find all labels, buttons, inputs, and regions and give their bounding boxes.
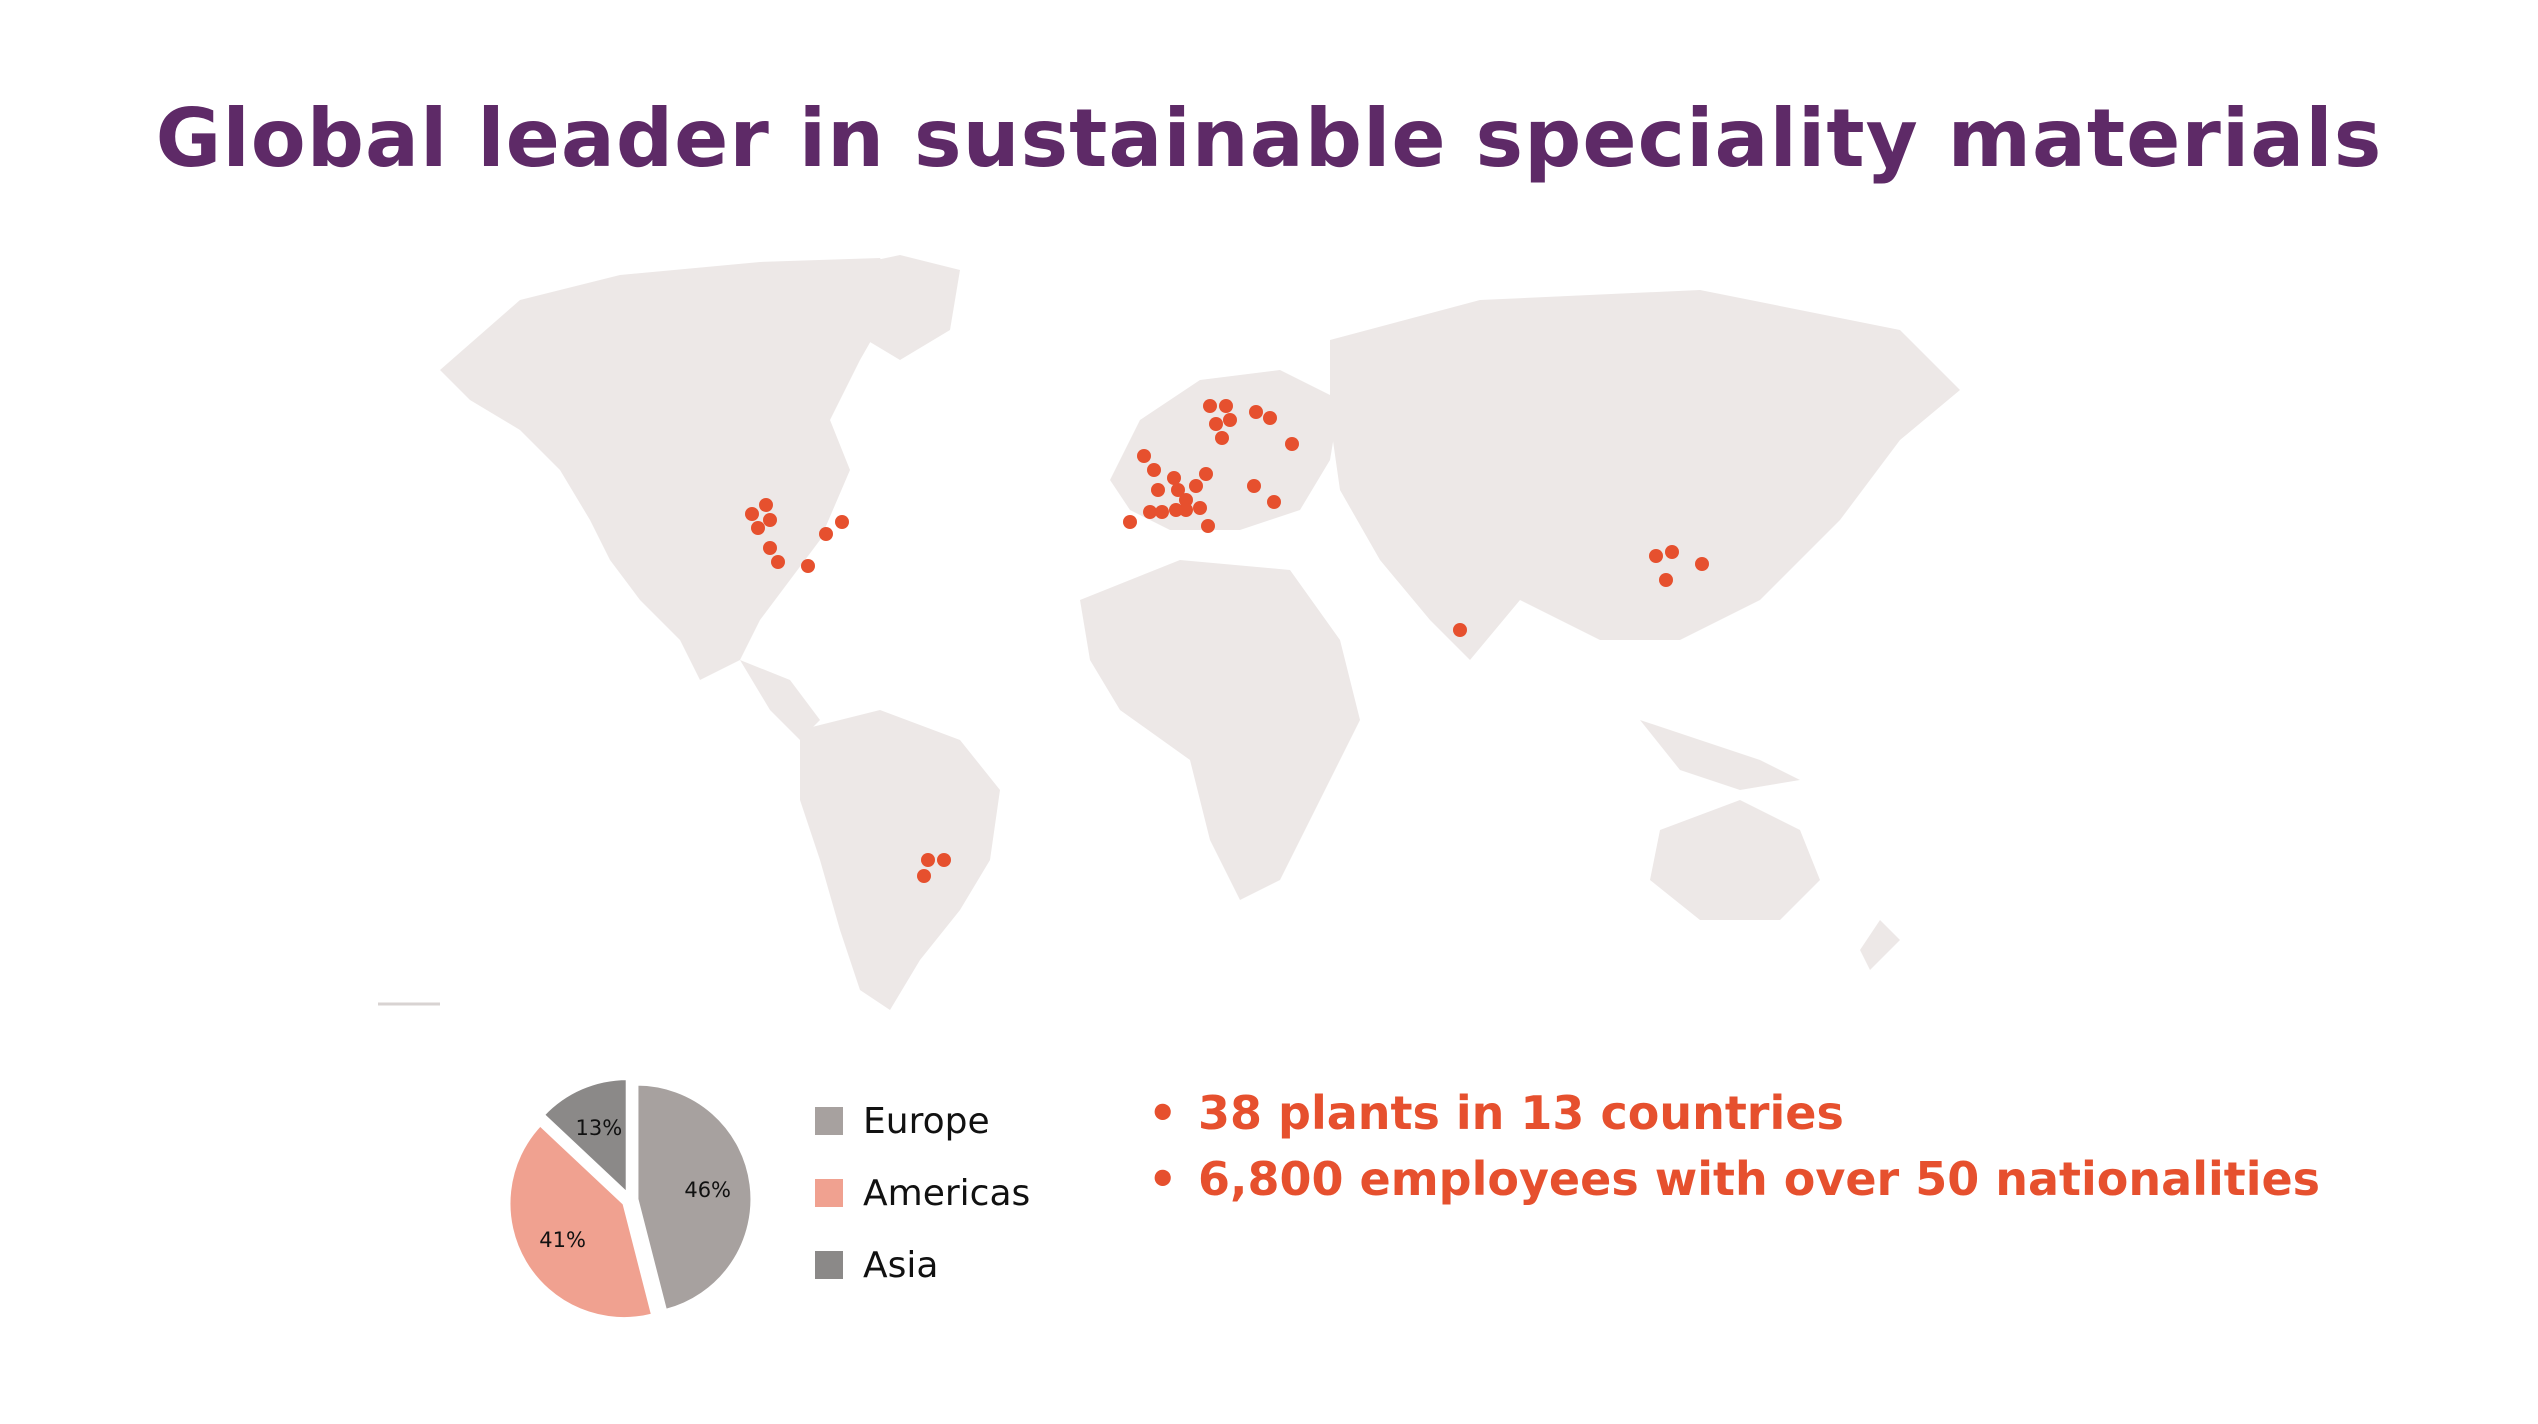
plant-marker — [917, 869, 931, 883]
legend-label-europe: Europe — [863, 1100, 990, 1142]
pie-labels: 46% 41% 13% — [539, 1116, 731, 1252]
plant-marker — [1203, 399, 1217, 413]
legend-label-americas: Americas — [863, 1172, 1031, 1214]
legend-item-americas: Americas — [815, 1157, 1030, 1229]
pie-label-americas: 41% — [539, 1228, 586, 1252]
plant-marker — [1189, 479, 1203, 493]
page-title: Global leader in sustainable speciality … — [155, 92, 2383, 185]
plant-marker — [1267, 495, 1281, 509]
plant-marker — [771, 555, 785, 569]
plant-marker — [937, 853, 951, 867]
plant-marker — [1169, 503, 1183, 517]
pie-legend: Europe Americas Asia — [815, 1085, 1030, 1301]
plant-marker — [1659, 573, 1673, 587]
plant-marker — [1285, 437, 1299, 451]
plant-marker — [763, 513, 777, 527]
plant-marker — [1219, 399, 1233, 413]
plant-marker — [1695, 557, 1709, 571]
plant-marker — [1147, 463, 1161, 477]
plant-marker — [1215, 431, 1229, 445]
pie-slice-asia — [541, 1077, 629, 1198]
plant-marker — [1179, 493, 1193, 507]
plant-marker — [1199, 467, 1213, 481]
plant-marker — [745, 507, 759, 521]
legend-swatch-europe — [815, 1107, 843, 1135]
legend-item-europe: Europe — [815, 1085, 1030, 1157]
plant-marker — [835, 515, 849, 529]
pie-slice-americas — [507, 1122, 655, 1321]
bullet-icon: • — [1148, 1152, 1178, 1206]
key-fact-text: 6,800 employees with over 50 nationaliti… — [1198, 1152, 2321, 1206]
plant-marker — [1247, 479, 1261, 493]
plant-marker — [1151, 483, 1165, 497]
plant-marker — [1201, 519, 1215, 533]
pie-label-europe: 46% — [684, 1178, 731, 1202]
pie-label-asia: 13% — [576, 1116, 623, 1140]
plant-marker — [1137, 449, 1151, 463]
key-facts: • 38 plants in 13 countries • 6,800 empl… — [1148, 1080, 2320, 1212]
legend-swatch-asia — [815, 1251, 843, 1279]
plant-marker — [759, 498, 773, 512]
plant-marker — [763, 541, 777, 555]
key-fact-plants: • 38 plants in 13 countries — [1148, 1080, 2320, 1146]
regional-pie-chart: 46% 41% 13% — [507, 1077, 754, 1321]
plant-marker — [1223, 413, 1237, 427]
plant-marker — [1171, 483, 1185, 497]
plant-locations — [745, 399, 1709, 883]
legend-label-asia: Asia — [863, 1244, 939, 1286]
legend-item-asia: Asia — [815, 1229, 1030, 1301]
plant-marker — [1193, 501, 1207, 515]
plant-marker — [1143, 505, 1157, 519]
plant-marker — [921, 853, 935, 867]
plant-marker — [1649, 549, 1663, 563]
pie-slices — [507, 1077, 754, 1321]
plant-marker — [1209, 417, 1223, 431]
legend-swatch-americas — [815, 1179, 843, 1207]
plant-marker — [1123, 515, 1137, 529]
plant-marker — [1665, 545, 1679, 559]
plant-marker — [1249, 405, 1263, 419]
landmass — [440, 255, 1960, 1010]
plant-marker — [1155, 505, 1169, 519]
plant-marker — [751, 521, 765, 535]
plant-marker — [1263, 411, 1277, 425]
plant-marker — [801, 559, 815, 573]
plant-marker — [1167, 471, 1181, 485]
plant-marker — [1453, 623, 1467, 637]
plant-marker — [819, 527, 833, 541]
key-fact-employees: • 6,800 employees with over 50 nationali… — [1148, 1146, 2320, 1212]
plant-marker — [1179, 503, 1193, 517]
pie-slice-europe — [635, 1082, 754, 1313]
bullet-icon: • — [1148, 1086, 1178, 1140]
key-fact-text: 38 plants in 13 countries — [1198, 1086, 1844, 1140]
